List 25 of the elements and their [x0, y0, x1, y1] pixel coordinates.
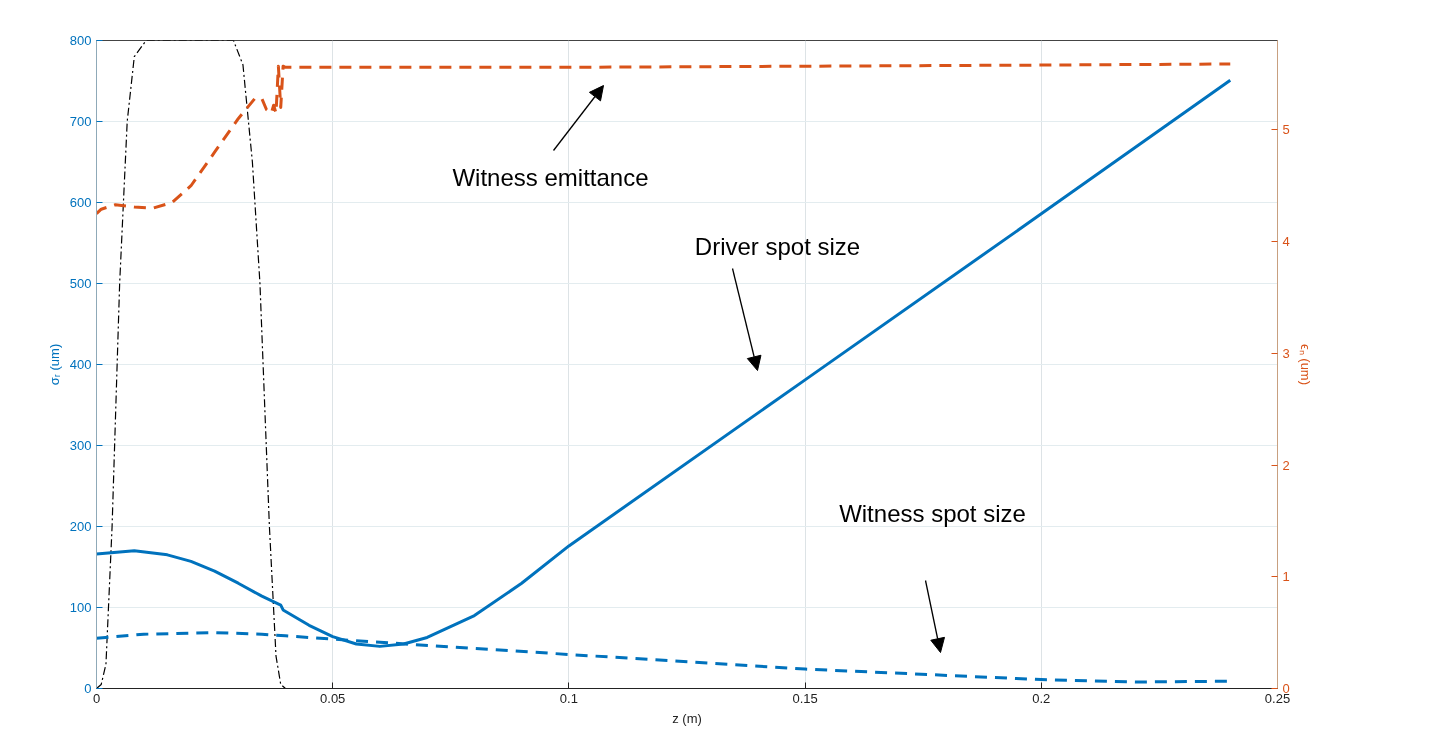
- y-axis-title: σᵣ (um): [46, 343, 62, 386]
- y-tick-label: 100: [69, 600, 92, 615]
- y-tick-label: 700: [69, 114, 92, 129]
- y-tick-label: 600: [69, 195, 92, 210]
- x-tick-label: 0.05: [320, 690, 346, 706]
- y2-axis-title: ϵₙ (um): [1297, 343, 1313, 386]
- x-tick-label: 0.1: [559, 690, 578, 706]
- y-tick-label: 500: [69, 276, 92, 291]
- annotation: Witness spot size: [839, 500, 1026, 527]
- y-tick-label: 200: [69, 519, 92, 534]
- y-tick-label: 400: [69, 357, 92, 372]
- annotation: Driver spot size: [694, 233, 861, 260]
- x-tick-label: 0.15: [792, 690, 818, 706]
- y2-tick-label: 5: [1282, 122, 1290, 138]
- y2-tick-label: 2: [1282, 457, 1290, 473]
- x-tick-label: 0.2: [1032, 690, 1051, 706]
- y-tick-label: 800: [69, 33, 92, 48]
- y2-tick-label: 4: [1282, 234, 1290, 250]
- annotation: Witness emittance: [452, 164, 649, 191]
- line-series: [96, 40, 287, 689]
- x-axis-title: z (m): [672, 710, 702, 726]
- y-tick-label: 300: [69, 438, 92, 453]
- line-series: [96, 62, 1232, 216]
- y2-tick-label: 3: [1282, 345, 1290, 361]
- y2-tick-label: 1: [1282, 569, 1290, 585]
